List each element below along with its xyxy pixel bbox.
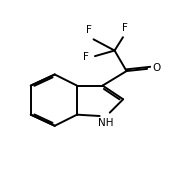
Text: F: F (83, 52, 89, 62)
Text: O: O (152, 63, 160, 74)
Text: F: F (86, 25, 92, 35)
Text: F: F (122, 23, 128, 33)
Text: NH: NH (98, 118, 114, 128)
